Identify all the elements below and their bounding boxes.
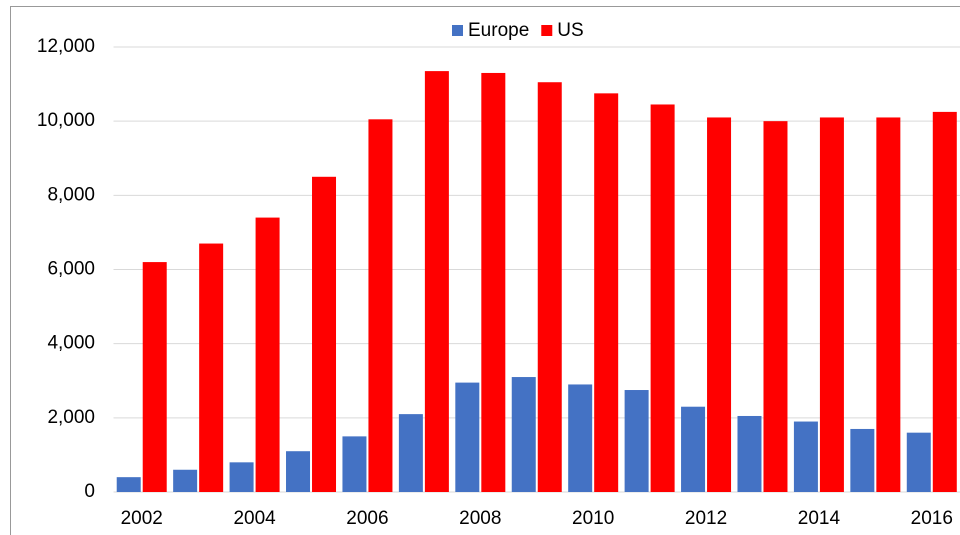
bar (906, 432, 931, 492)
bar (876, 117, 901, 492)
bar (142, 262, 167, 492)
x-tick-label: 2016 (911, 508, 953, 529)
bar (763, 121, 788, 493)
x-tick-label: 2014 (798, 508, 841, 529)
bar (624, 390, 649, 492)
bar (424, 71, 449, 493)
bar (342, 436, 367, 492)
legend-label: Europe (468, 20, 529, 41)
bar (819, 117, 844, 492)
bar (568, 384, 593, 492)
y-tick-label: 12,000 (37, 36, 95, 57)
y-tick-label: 2,000 (47, 407, 95, 428)
y-tick-label: 0 (84, 481, 95, 502)
y-tick-label: 8,000 (47, 184, 95, 205)
x-tick-label: 2010 (572, 508, 614, 529)
bar (173, 469, 198, 492)
bar (737, 415, 762, 492)
bar (398, 414, 423, 492)
bar (368, 119, 393, 492)
bar (707, 117, 732, 492)
bar (455, 382, 480, 492)
bar (286, 451, 311, 492)
bar (650, 104, 675, 493)
bar (199, 243, 224, 492)
x-tick-label: 2008 (459, 508, 501, 529)
chart-frame (10, 6, 960, 535)
bar (594, 93, 619, 493)
bar (116, 477, 141, 492)
x-tick-label: 2012 (685, 508, 727, 529)
bar (481, 72, 506, 492)
bar (681, 406, 706, 492)
x-tick-label: 2006 (346, 508, 388, 529)
bar (229, 462, 254, 492)
bar (511, 377, 536, 492)
legend-swatch (541, 25, 553, 36)
bar (255, 217, 280, 493)
legend-label: US (557, 20, 583, 41)
bar (932, 111, 957, 492)
y-tick-label: 4,000 (47, 333, 95, 354)
legend-swatch (452, 25, 463, 36)
y-tick-label: 10,000 (37, 110, 95, 131)
x-tick-label: 2004 (233, 508, 276, 529)
bar (850, 428, 875, 492)
x-tick-label: 2002 (121, 508, 163, 529)
bar (312, 176, 337, 492)
y-tick-label: 6,000 (47, 259, 95, 280)
bar (537, 82, 562, 493)
bar (793, 421, 818, 492)
